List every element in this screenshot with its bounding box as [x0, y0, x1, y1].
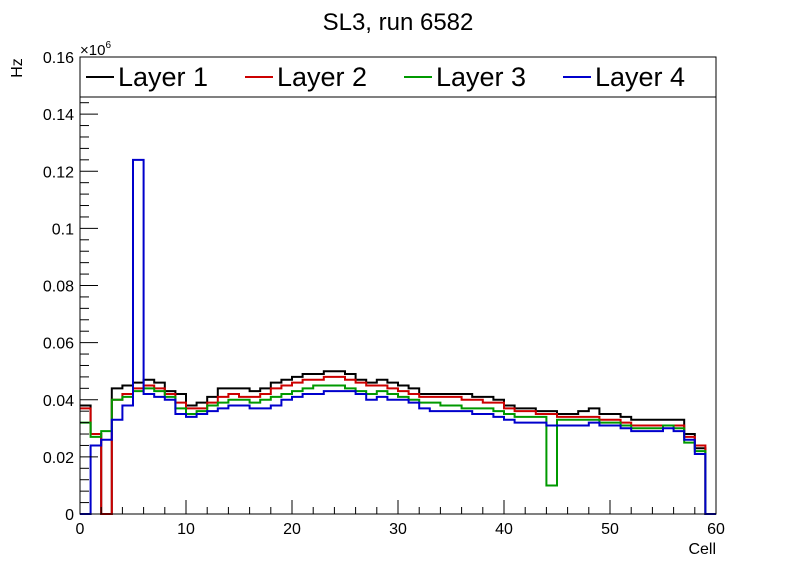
x-tick-label: 40	[495, 521, 513, 538]
y-scale-base: ×10	[80, 42, 105, 59]
chart-title: SL3, run 6582	[323, 9, 474, 36]
y-tick-label: 0.02	[43, 450, 74, 467]
x-tick-label: 50	[601, 521, 619, 538]
x-tick-label: 0	[76, 521, 85, 538]
series-layer	[80, 158, 716, 515]
x-tick-label: 10	[177, 521, 195, 538]
x-tick-label: 30	[389, 521, 407, 538]
y-tick-label: 0.06	[43, 336, 74, 353]
y-tick-label: 0.08	[43, 279, 74, 296]
y-tick-label: 0.1	[52, 221, 74, 238]
x-tick-label: 20	[283, 521, 301, 538]
legend: Layer 1 Layer 2 Layer 3 Layer 4	[79, 56, 717, 98]
series-line-layer-2	[80, 375, 716, 515]
legend-label-layer-3: Layer 3	[436, 62, 526, 92]
y-tick-label: 0.12	[43, 164, 74, 181]
legend-box	[79, 56, 717, 98]
y-tick-label: 0.14	[43, 107, 74, 124]
y-tick-label: 0.16	[43, 50, 74, 67]
y-axis-label: Hz	[9, 58, 26, 78]
legend-label-layer-2: Layer 2	[277, 62, 367, 92]
legend-label-layer-1: Layer 1	[118, 62, 208, 92]
y-tick-label: 0	[65, 507, 74, 524]
x-tick-label: 60	[707, 521, 725, 538]
y-tick-label: 0.04	[43, 393, 74, 410]
y-scale-multiplier: ×106	[80, 40, 111, 59]
legend-label-layer-4: Layer 4	[595, 62, 685, 92]
x-axis-label: Cell	[688, 541, 716, 558]
series-line-layer-1	[80, 370, 716, 515]
y-scale-exponent: 6	[105, 40, 111, 51]
series-line-layer-4	[80, 158, 716, 515]
